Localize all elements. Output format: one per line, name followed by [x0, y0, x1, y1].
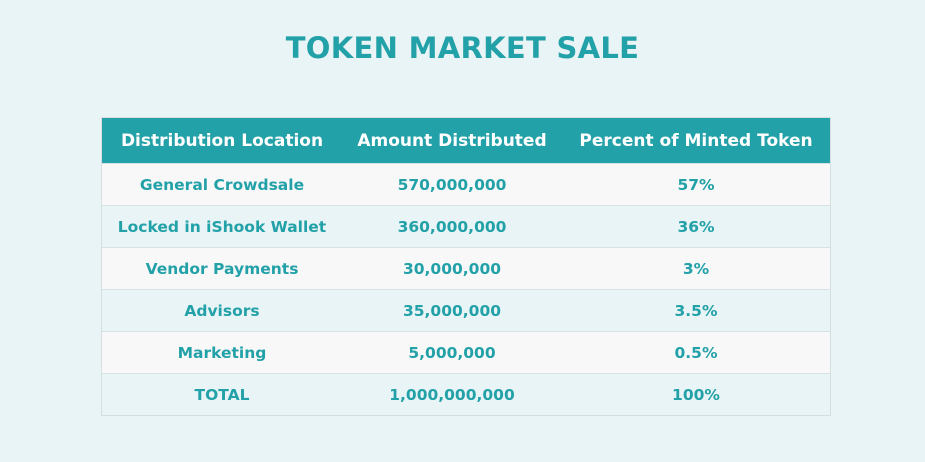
cell-amount: 35,000,000	[342, 289, 562, 332]
page-title: TOKEN MARKET SALE	[285, 31, 640, 65]
distribution-table: Distribution Location Amount Distributed…	[102, 118, 830, 415]
table-header-row: Distribution Location Amount Distributed…	[102, 118, 830, 164]
table-total-row: TOTAL 1,000,000,000 100%	[102, 373, 830, 415]
cell-location: Vendor Payments	[102, 247, 342, 290]
table-row: Locked in iShook Wallet 360,000,000 36%	[102, 205, 830, 248]
cell-location: Locked in iShook Wallet	[102, 205, 342, 248]
column-header-amount: Amount Distributed	[342, 118, 562, 164]
cell-percent: 3%	[562, 247, 830, 290]
cell-amount: 360,000,000	[342, 205, 562, 248]
cell-amount: 30,000,000	[342, 247, 562, 290]
cell-location: Marketing	[102, 331, 342, 374]
cell-location: Advisors	[102, 289, 342, 332]
cell-location: TOTAL	[102, 373, 342, 415]
cell-percent: 36%	[562, 205, 830, 248]
cell-amount: 5,000,000	[342, 331, 562, 374]
table-row: Vendor Payments 30,000,000 3%	[102, 247, 830, 290]
cell-amount: 570,000,000	[342, 163, 562, 206]
token-distribution-table: Distribution Location Amount Distributed…	[101, 117, 831, 416]
table-row: Marketing 5,000,000 0.5%	[102, 331, 830, 374]
cell-percent: 0.5%	[562, 331, 830, 374]
cell-percent: 3.5%	[562, 289, 830, 332]
table-row: General Crowdsale 570,000,000 57%	[102, 163, 830, 206]
cell-percent: 57%	[562, 163, 830, 206]
column-header-percent: Percent of Minted Token	[562, 118, 830, 164]
cell-percent: 100%	[562, 373, 830, 415]
column-header-location: Distribution Location	[102, 118, 342, 164]
cell-location: General Crowdsale	[102, 163, 342, 206]
cell-amount: 1,000,000,000	[342, 373, 562, 415]
table-row: Advisors 35,000,000 3.5%	[102, 289, 830, 332]
